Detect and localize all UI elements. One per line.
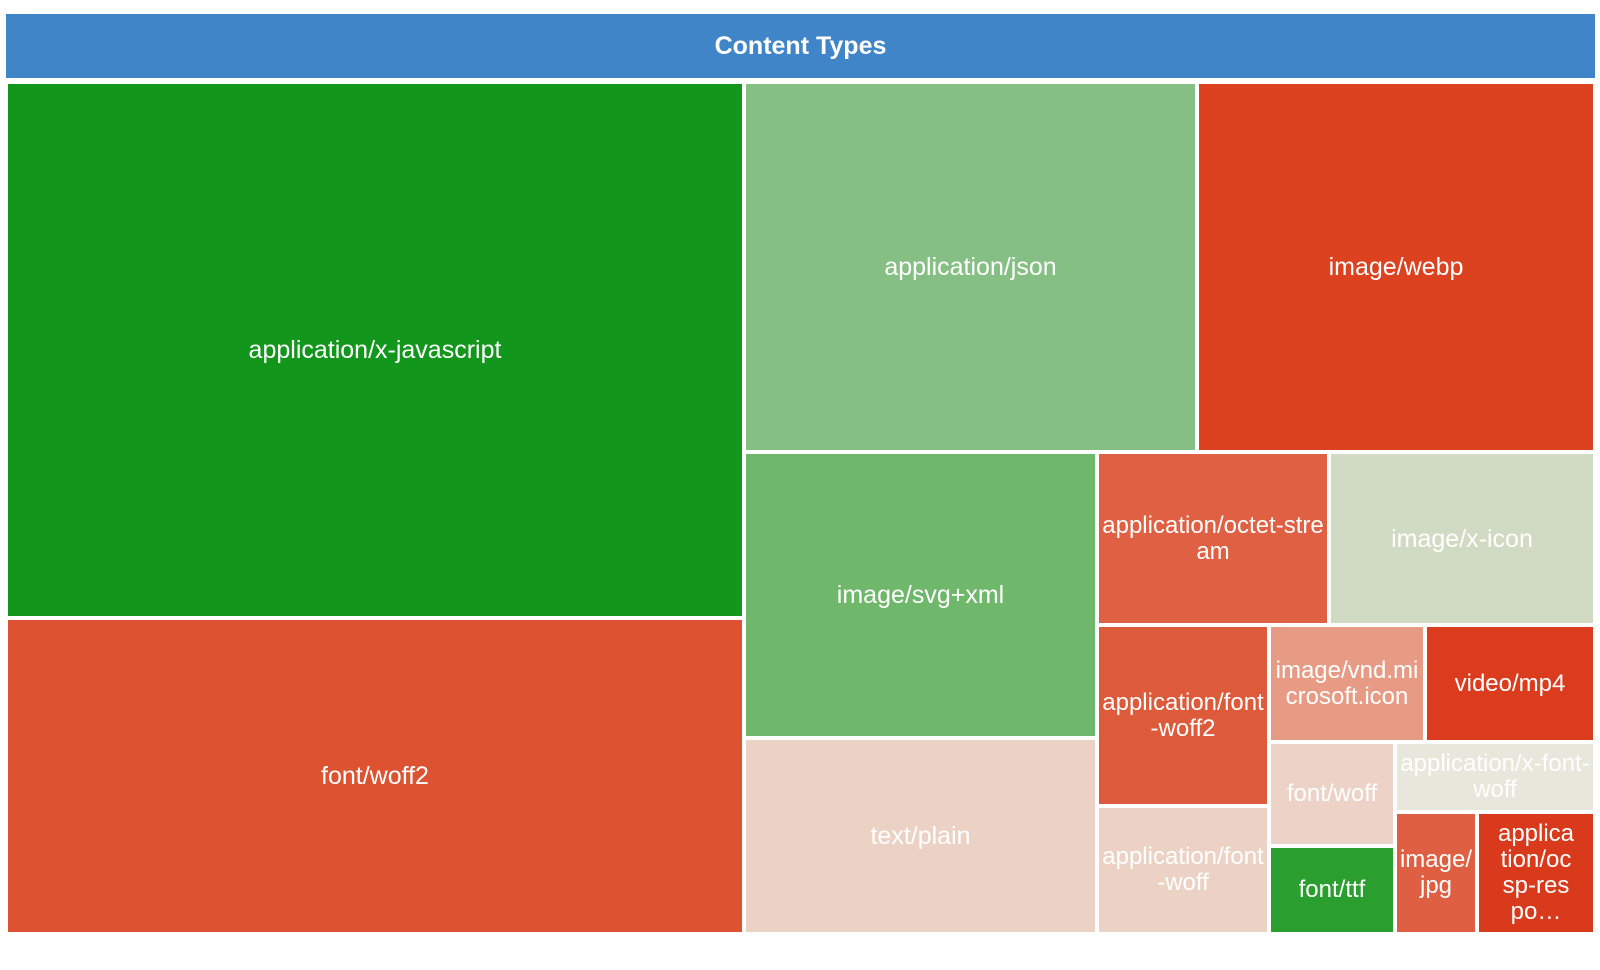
treemap-tile-label: image/vnd.microsoft.icon	[1275, 656, 1419, 710]
treemap-tile-label: image/svg+xml	[836, 581, 1005, 609]
treemap-tile-application-octet-stream[interactable]: application/octet-stream	[1097, 452, 1329, 625]
treemap-tile-image-webp[interactable]: image/webp	[1197, 82, 1595, 452]
treemap-tile-label: video/mp4	[1454, 669, 1566, 697]
treemap-tile-label: text/plain	[870, 822, 971, 850]
treemap-tile-application-font-woff[interactable]: application/font-woff	[1097, 806, 1269, 934]
treemap-tile-image-vnd-microsoft-icon[interactable]: image/vnd.microsoft.icon	[1269, 625, 1425, 742]
treemap-tile-label: font/ttf	[1298, 876, 1366, 903]
treemap-tile-label: application/x-font-woff	[1400, 750, 1590, 803]
treemap-tile-label: image/jpg	[1399, 846, 1473, 899]
chart-title: Content Types	[6, 14, 1595, 78]
treemap-tile-application-x-javascript[interactable]: application/x-javascript	[6, 82, 744, 618]
treemap-tile-image-x-icon[interactable]: image/x-icon	[1329, 452, 1595, 625]
treemap-tile-label: application/font-woff2	[1102, 688, 1264, 742]
treemap-tile-label: application/font-woff	[1102, 843, 1264, 896]
treemap-tile-application-json[interactable]: application/json	[744, 82, 1197, 452]
treemap-tile-label: application/x-javascript	[248, 336, 502, 364]
treemap-tile-label: image/webp	[1328, 253, 1464, 281]
treemap-tile-image-svg-xml[interactable]: image/svg+xml	[744, 452, 1097, 738]
treemap-tile-font-woff[interactable]: font/woff	[1269, 742, 1395, 846]
treemap-tile-label: application/json	[884, 253, 1057, 281]
treemap-tile-text-plain[interactable]: text/plain	[744, 738, 1097, 934]
treemap-tile-label: image/x-icon	[1391, 524, 1533, 553]
treemap-tile-application-font-woff2[interactable]: application/font-woff2	[1097, 625, 1269, 806]
treemap-tile-application-ocsp-respo[interactable]: application/ocsp-respo…	[1477, 812, 1595, 934]
treemap-tile-label: font/woff	[1286, 780, 1378, 807]
treemap-tile-application-x-font-woff[interactable]: application/x-font-woff	[1395, 742, 1595, 812]
treemap-tile-label: application/ocsp-respo…	[1497, 820, 1575, 925]
treemap-tile-label: application/octet-stream	[1102, 511, 1324, 565]
treemap-tile-video-mp4[interactable]: video/mp4	[1425, 625, 1595, 742]
treemap-tile-label: font/woff2	[321, 762, 429, 790]
treemap-tile-font-ttf[interactable]: font/ttf	[1269, 846, 1395, 934]
treemap-tile-image-jpg[interactable]: image/jpg	[1395, 812, 1477, 934]
treemap-tile-font-woff2[interactable]: font/woff2	[6, 618, 744, 934]
